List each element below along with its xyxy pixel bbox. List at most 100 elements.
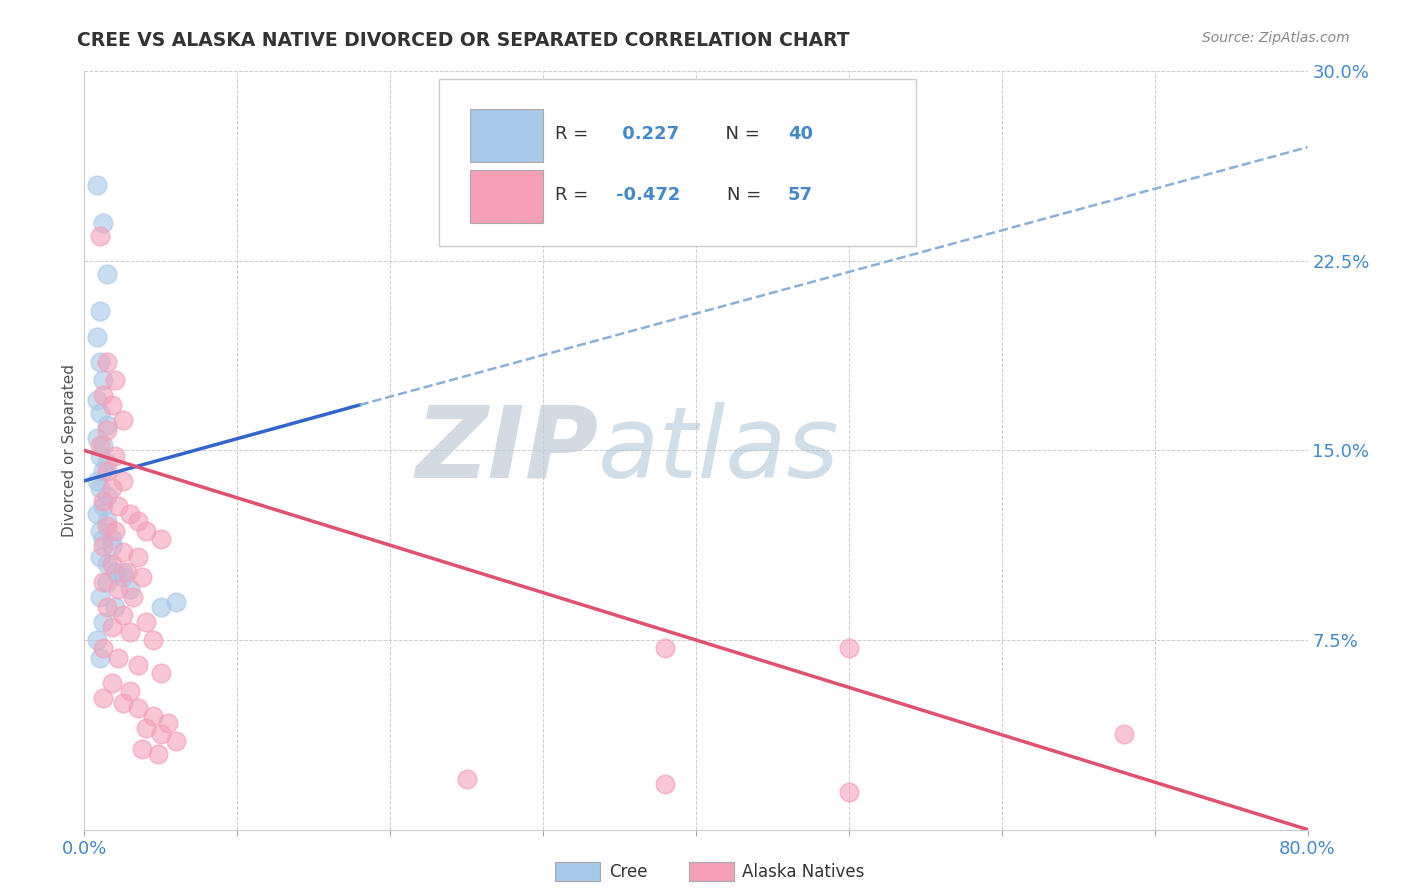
Point [135,615,157,630]
Point [89,650,111,665]
Point [89,524,111,539]
Point [101,620,124,634]
Point [107,582,129,597]
Text: N =: N = [714,125,766,144]
Text: Cree: Cree [609,863,647,881]
Point [89,549,111,564]
Point [96,489,118,503]
Point [91,494,114,508]
Point [107,499,129,513]
Text: atlas: atlas [598,402,839,499]
Point [131,570,153,584]
Text: ZIP: ZIP [415,402,598,499]
Point [111,570,134,584]
Point [149,665,172,680]
Point [120,507,142,521]
Point [146,747,169,761]
Text: 0.227: 0.227 [616,125,679,144]
Point [91,640,114,655]
Point [157,716,180,731]
Text: Source: ZipAtlas.com: Source: ZipAtlas.com [1202,31,1350,45]
Point [96,464,118,478]
Point [104,449,127,463]
Point [127,701,149,715]
Point [101,482,124,496]
Text: -0.472: -0.472 [616,186,681,204]
Point [165,734,187,748]
Point [91,499,114,513]
Point [96,514,118,528]
Point [120,625,142,640]
Point [89,405,111,420]
Text: CREE VS ALASKA NATIVE DIVORCED OR SEPARATED CORRELATION CHART: CREE VS ALASKA NATIVE DIVORCED OR SEPARA… [77,31,851,50]
Point [101,676,124,690]
Point [89,355,111,369]
Point [111,474,134,488]
Point [456,772,478,786]
Point [89,228,111,243]
Bar [470,169,543,223]
Point [104,524,127,539]
Point [104,373,127,387]
Point [149,532,172,546]
Point [101,540,124,554]
Point [104,600,127,615]
Point [101,557,124,572]
Point [122,590,145,604]
Point [91,388,114,402]
Point [111,544,134,558]
Point [91,438,114,452]
Point [96,267,118,281]
Point [91,216,114,230]
Point [101,398,124,412]
Text: 57: 57 [787,186,813,204]
Point [89,438,111,452]
Point [91,691,114,706]
Text: Alaska Natives: Alaska Natives [742,863,865,881]
Text: N =: N = [727,186,766,204]
Point [838,785,860,799]
Point [654,640,676,655]
Point [91,373,114,387]
Point [86,474,108,488]
Point [96,557,118,572]
Point [120,582,142,597]
Point [96,423,118,437]
Point [101,532,124,546]
Point [91,532,114,546]
Point [600,191,623,205]
Point [89,482,111,496]
Point [127,514,149,528]
Point [89,449,111,463]
Point [89,590,111,604]
Point [96,456,118,470]
Point [127,549,149,564]
Point [149,726,172,740]
Point [142,708,165,723]
Text: 40: 40 [787,125,813,144]
Point [111,413,134,427]
Point [135,722,157,736]
Y-axis label: Divorced or Separated: Divorced or Separated [62,364,77,537]
Point [96,418,118,433]
Bar [470,110,543,162]
Point [135,524,157,539]
Point [104,565,127,579]
FancyBboxPatch shape [439,79,917,245]
Point [91,574,114,589]
Point [120,683,142,698]
Point [96,574,118,589]
Point [86,178,108,193]
Point [89,304,111,318]
Point [654,777,676,791]
Point [96,600,118,615]
Point [86,633,108,648]
Point [91,464,114,478]
Point [111,565,134,579]
Point [86,431,108,445]
Point [838,640,860,655]
Point [127,658,149,673]
Point [86,392,108,407]
Point [107,650,129,665]
Point [96,519,118,533]
